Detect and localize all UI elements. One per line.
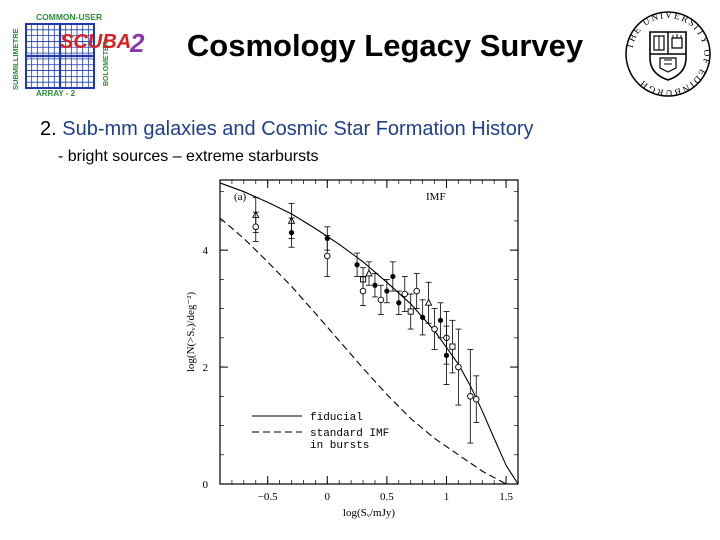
data-point-filled (420, 314, 426, 320)
y-tick-label: 4 (203, 245, 209, 257)
data-point-square (407, 308, 414, 315)
logo-left-vertical-text: SUBMILLIMETRE (11, 28, 20, 90)
logo-top-text: COMMON-USER (36, 12, 102, 22)
heading-text: Sub-mm galaxies and Cosmic Star Formatio… (62, 118, 534, 140)
data-point-square (449, 343, 456, 350)
x-tick-label: 1.5 (499, 491, 513, 503)
data-point-open (467, 393, 474, 400)
x-tick-label: 1 (444, 491, 450, 503)
university-logo: THE UNIVERSITY OF EDINBURGH (624, 10, 712, 98)
data-point-filled (443, 352, 450, 358)
data-point-filled (288, 230, 295, 236)
data-point-filled (390, 273, 396, 280)
data-point-open (324, 252, 331, 260)
data-point-filled (384, 288, 390, 294)
scuba2-logo: COMMON-USER SUBMILLIMETRE SCUBA 2 BOLOME… (6, 6, 154, 98)
chart-svg: −0.5 0 0.5 1 1.5 0 2 4 log(Sᵥ/mJy) log(N(>Sᵥ)/deg… (185, 179, 519, 519)
legend-label-standard-imf: standard IMF in bursts (310, 428, 389, 452)
data-point-open (455, 363, 462, 371)
logo-name-text: SCUBA (60, 31, 131, 53)
source-counts-plot: −0.5 0 0.5 1 1.5 0 2 4 log(Sᵥ/mJy) log(N(>Sᵥ)/deg… (178, 174, 532, 522)
y-axis-label: log(N(>Sᵥ)/deg⁻²) (185, 292, 197, 373)
logo-digit-text: 2 (129, 28, 145, 58)
slide-title: Cosmology Legacy Survey (186, 28, 584, 63)
data-point-filled (396, 300, 402, 306)
data-point-open (413, 287, 420, 295)
x-tick-label: 0.5 (380, 491, 394, 503)
x-tick-label: 0 (325, 491, 331, 503)
corner-label: IMF (426, 191, 446, 203)
data-point-open (431, 325, 438, 333)
y-tick-label: 2 (203, 362, 209, 374)
data-point-open (401, 290, 409, 298)
data-point-filled (372, 282, 378, 288)
data-point-filled (437, 317, 444, 323)
data-point-open (252, 223, 260, 231)
legend-label-fiducial: fiducial (310, 412, 363, 424)
heading-number: 2. (40, 118, 57, 140)
data-point-triangle (365, 269, 373, 277)
data-point-triangle (424, 298, 433, 306)
logo-right-vertical-text: BOLOMETER (103, 41, 110, 86)
y-tick-label: 0 (203, 479, 209, 491)
detector-grid-icon (25, 23, 95, 89)
x-tick-label: −0.5 (258, 491, 278, 503)
data-point-open (359, 287, 367, 295)
data-point-open (377, 296, 385, 304)
data-point-open (473, 395, 480, 403)
section-heading: 2. Sub-mm galaxies and Cosmic Star Forma… (40, 118, 534, 141)
logo-bottom-text: ARRAY - 2 (36, 89, 76, 98)
university-crest-icon (649, 31, 687, 81)
section-subheading: - bright sources – extreme starbursts (58, 148, 319, 165)
x-axis-label: log(Sᵥ/mJy) (343, 507, 395, 519)
panel-label: (a) (234, 191, 247, 203)
plot-frame (219, 179, 519, 485)
series-line-dashed (219, 217, 507, 485)
data-point-filled (354, 262, 360, 268)
